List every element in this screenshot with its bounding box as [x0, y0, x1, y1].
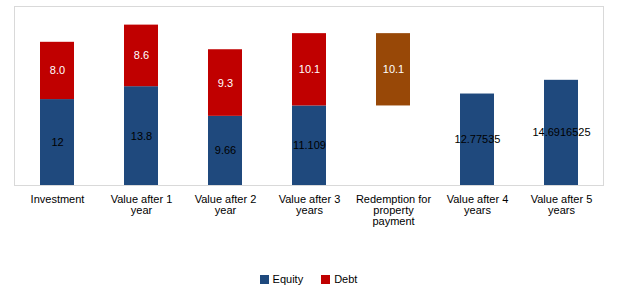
- svg-text:10.1: 10.1: [383, 63, 404, 75]
- svg-text:Value after 5years: Value after 5years: [531, 193, 593, 216]
- svg-text:12: 12: [51, 136, 63, 148]
- svg-text:9.3: 9.3: [218, 77, 233, 89]
- svg-text:8.0: 8.0: [50, 64, 65, 76]
- svg-text:13.8: 13.8: [131, 130, 152, 142]
- svg-text:Value after 1year: Value after 1year: [111, 193, 173, 216]
- html-text:Debt: Debt: [334, 273, 358, 285]
- html-text:Equity: Equity: [272, 273, 304, 285]
- svg-text:Investment: Investment: [31, 193, 85, 205]
- svg-text:9.66: 9.66: [215, 144, 236, 156]
- svg-text:Value after 2year: Value after 2year: [195, 193, 257, 216]
- svg-text:14.6916525: 14.6916525: [532, 126, 590, 138]
- svg-text:Redemption forpropertypayment: Redemption forpropertypayment: [356, 193, 432, 227]
- svg-text:Value after 4years: Value after 4years: [447, 193, 509, 216]
- svg-text:Value after 3years: Value after 3years: [279, 193, 341, 216]
- svg-text:12.77535: 12.77535: [455, 133, 501, 145]
- svg-text:8.6: 8.6: [134, 49, 149, 61]
- svg-text:10.1: 10.1: [299, 63, 320, 75]
- svg-text:11.109: 11.109: [293, 139, 326, 151]
